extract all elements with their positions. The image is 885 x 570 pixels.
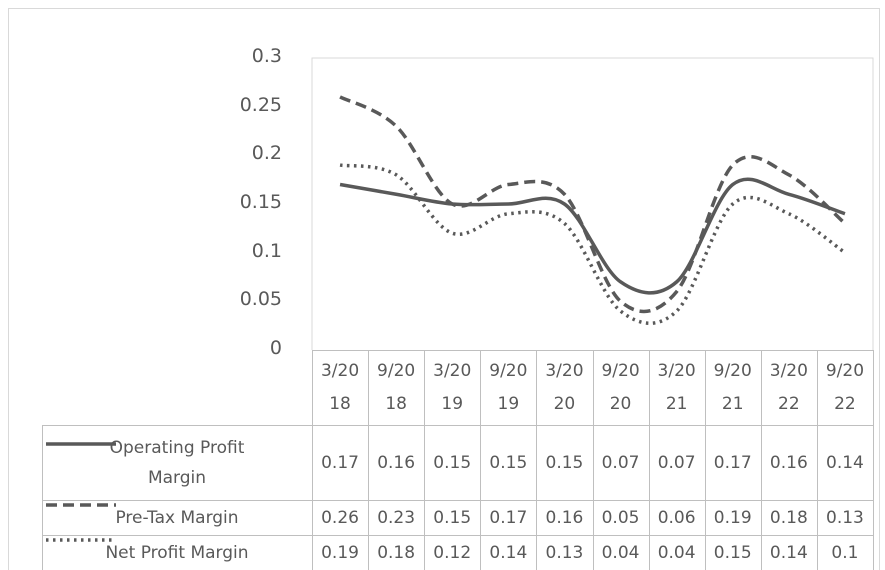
data-table-value: 0.16: [377, 452, 416, 473]
data-table-value: 0.15: [713, 542, 752, 563]
data-table-value: 0.15: [489, 452, 528, 473]
legend-label: Pre-Tax Margin: [115, 507, 239, 528]
data-table-value: 0.14: [826, 452, 864, 473]
x-tick-cell: 3/2022: [761, 350, 817, 425]
legend-label: Operating Profit Margin: [109, 437, 245, 488]
data-table-value: 0.04: [657, 542, 696, 563]
y-tick-label: 0: [269, 337, 282, 359]
legend-entry: Net Profit Margin: [44, 535, 310, 570]
y-tick-label: 0.1: [251, 239, 282, 262]
x-tick-cell: 9/2021: [705, 350, 761, 425]
data-table-value: 0.14: [489, 542, 528, 563]
data-table-value: 0.19: [713, 507, 752, 528]
series-line: [339, 95, 847, 314]
x-tick-label: 3/2020: [545, 360, 584, 414]
x-tick-cell: 9/2019: [480, 350, 536, 425]
data-table-value: 0.1: [831, 542, 859, 563]
data-table-value: 0.13: [545, 542, 584, 563]
legend-key: [46, 442, 116, 446]
data-table-value: 0.06: [657, 507, 696, 528]
x-tick-label: 9/2022: [825, 360, 865, 414]
y-tick-label: 0.05: [239, 288, 282, 311]
data-table-value: 0.07: [601, 452, 640, 473]
x-tick-label: 3/2022: [769, 360, 808, 414]
y-tick-label: 0.2: [251, 142, 282, 165]
data-table-value: 0.15: [545, 452, 584, 473]
y-tick-label: 0.25: [239, 93, 282, 116]
data-table-value: 0.19: [321, 542, 359, 563]
data-table-value: 0.07: [657, 452, 696, 473]
x-tick-cell: 9/2022: [817, 350, 873, 425]
legend-entry: Pre-Tax Margin: [44, 500, 310, 535]
x-tick-label: 3/2019: [433, 360, 472, 414]
x-tick-label: 3/2021: [657, 360, 696, 414]
data-table-value: 0.16: [545, 507, 584, 528]
chart-border: [8, 8, 880, 570]
data-table-value: 0.17: [321, 452, 359, 473]
data-table-value: 0.15: [433, 507, 472, 528]
y-tick-label: 0.3: [251, 45, 282, 67]
data-table-value: 0.18: [377, 542, 416, 563]
data-table-value: 0.23: [377, 507, 416, 528]
x-tick-label: 9/2019: [489, 360, 528, 414]
legend-label: Net Profit Margin: [105, 542, 249, 563]
legend-key: [46, 503, 116, 507]
legend-key: [46, 538, 116, 542]
data-table-value: 0.18: [769, 507, 808, 528]
legend-entry: Operating Profit Margin: [44, 425, 310, 500]
data-table-value: 0.15: [433, 452, 472, 473]
x-tick-cell: 3/2018: [312, 350, 368, 425]
series-line: [339, 177, 846, 295]
x-tick-cell: 9/2018: [368, 350, 424, 425]
y-tick-label: 0.15: [239, 191, 282, 213]
data-table-value: 0.04: [601, 542, 640, 563]
x-tick-label: 9/2020: [601, 360, 640, 414]
x-tick-cell: 3/2020: [536, 350, 592, 425]
data-table-value: 0.16: [769, 452, 808, 473]
x-tick-label: 9/2021: [713, 360, 752, 414]
data-table-value: 0.17: [489, 507, 528, 528]
data-table-value: 0.12: [433, 542, 472, 563]
data-table-value: 0.13: [826, 507, 864, 528]
x-tick-cell: 9/2020: [593, 350, 649, 425]
plot-border: [311, 57, 874, 350]
x-tick-cell: 3/2021: [649, 350, 705, 425]
x-tick-cell: 3/2019: [424, 350, 480, 425]
data-table-value: 0.17: [713, 452, 752, 473]
x-tick-label: 3/2018: [320, 360, 360, 414]
data-table-value: 0.14: [769, 542, 808, 563]
x-tick-label: 9/2018: [377, 360, 416, 414]
data-table-value: 0.05: [601, 507, 640, 528]
data-table-value: 0.26: [321, 507, 359, 528]
